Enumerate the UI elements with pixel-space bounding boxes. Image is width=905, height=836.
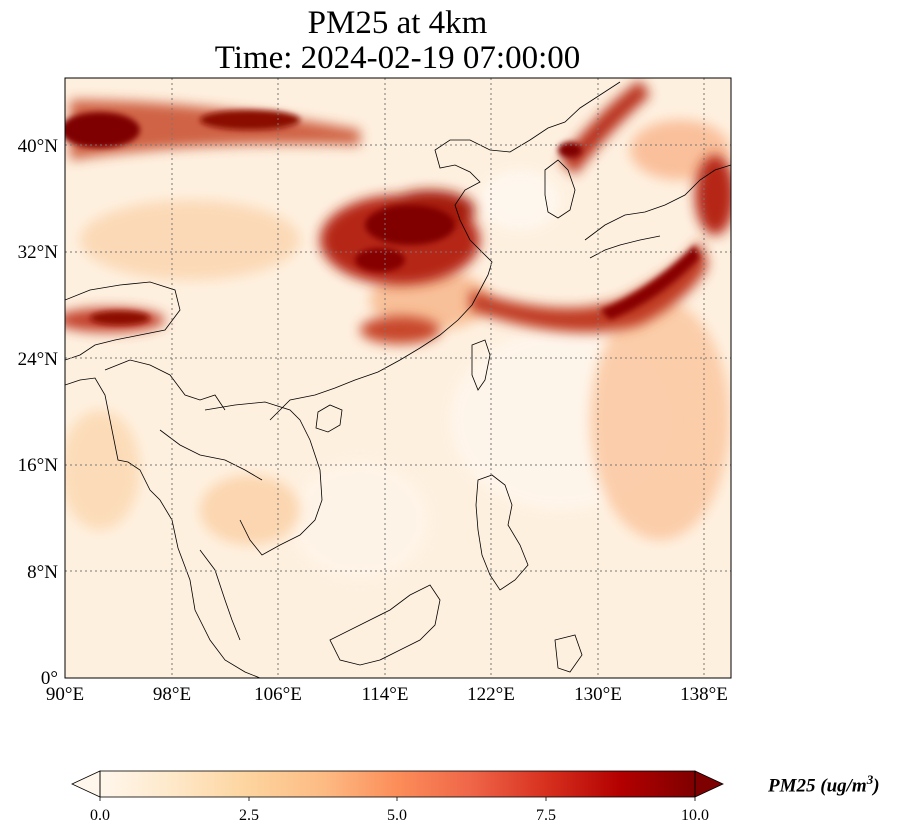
colorbar-label: PM25 (ug/m3) (768, 772, 880, 797)
colorbar-label-exponent: 3 (866, 772, 874, 787)
x-tick-label: 130°E (574, 684, 622, 705)
x-tick-label: 90°E (46, 684, 84, 705)
x-tick-label: 106°E (254, 684, 302, 705)
y-tick-label: 8°N (27, 562, 58, 583)
y-tick-label: 16°N (18, 455, 59, 476)
colorbar-label-text: PM25 (ug/m (768, 775, 867, 797)
colorbar-tick-label: 2.5 (239, 807, 259, 824)
title-time: Time: 2024-02-19 07:00:00 (214, 40, 581, 76)
y-tick-label: 40°N (18, 136, 59, 157)
gridlines (65, 78, 731, 678)
colorbar-gradient (100, 771, 695, 797)
colorbar-extend-max (694, 770, 724, 798)
x-tick-label: 122°E (467, 684, 515, 705)
y-tick-label: 24°N (18, 349, 59, 370)
colorbar-tick-label: 7.5 (536, 807, 556, 824)
map-frame (64, 77, 732, 679)
colorbar-extend-min (71, 770, 101, 798)
title-variable: PM25 at 4km (307, 5, 488, 41)
colorbar-tick-label: 10.0 (681, 807, 709, 824)
x-tick-label: 98°E (153, 684, 191, 705)
map-title: PM25 at 4km Time: 2024-02-19 07:00:00 (0, 6, 795, 76)
y-tick-label: 0° (41, 668, 58, 689)
colorbar-tick-label: 0.0 (90, 807, 110, 824)
x-tick-label: 138°E (680, 684, 728, 705)
pm25-field (65, 78, 731, 678)
y-tick-label: 32°N (18, 242, 59, 263)
y-axis-labels: 0° 8°N 16°N 24°N 32°N 40°N (18, 136, 59, 689)
x-axis-labels: 90°E 98°E 106°E 114°E 122°E 130°E 138°E (46, 684, 728, 705)
colorbar-label-close: ) (873, 775, 880, 797)
x-tick-label: 114°E (362, 684, 409, 705)
colorbar-tick-label: 5.0 (387, 807, 407, 824)
colorbar: 0.0 2.5 5.0 7.5 10.0 (71, 770, 724, 824)
coastlines (65, 81, 731, 678)
